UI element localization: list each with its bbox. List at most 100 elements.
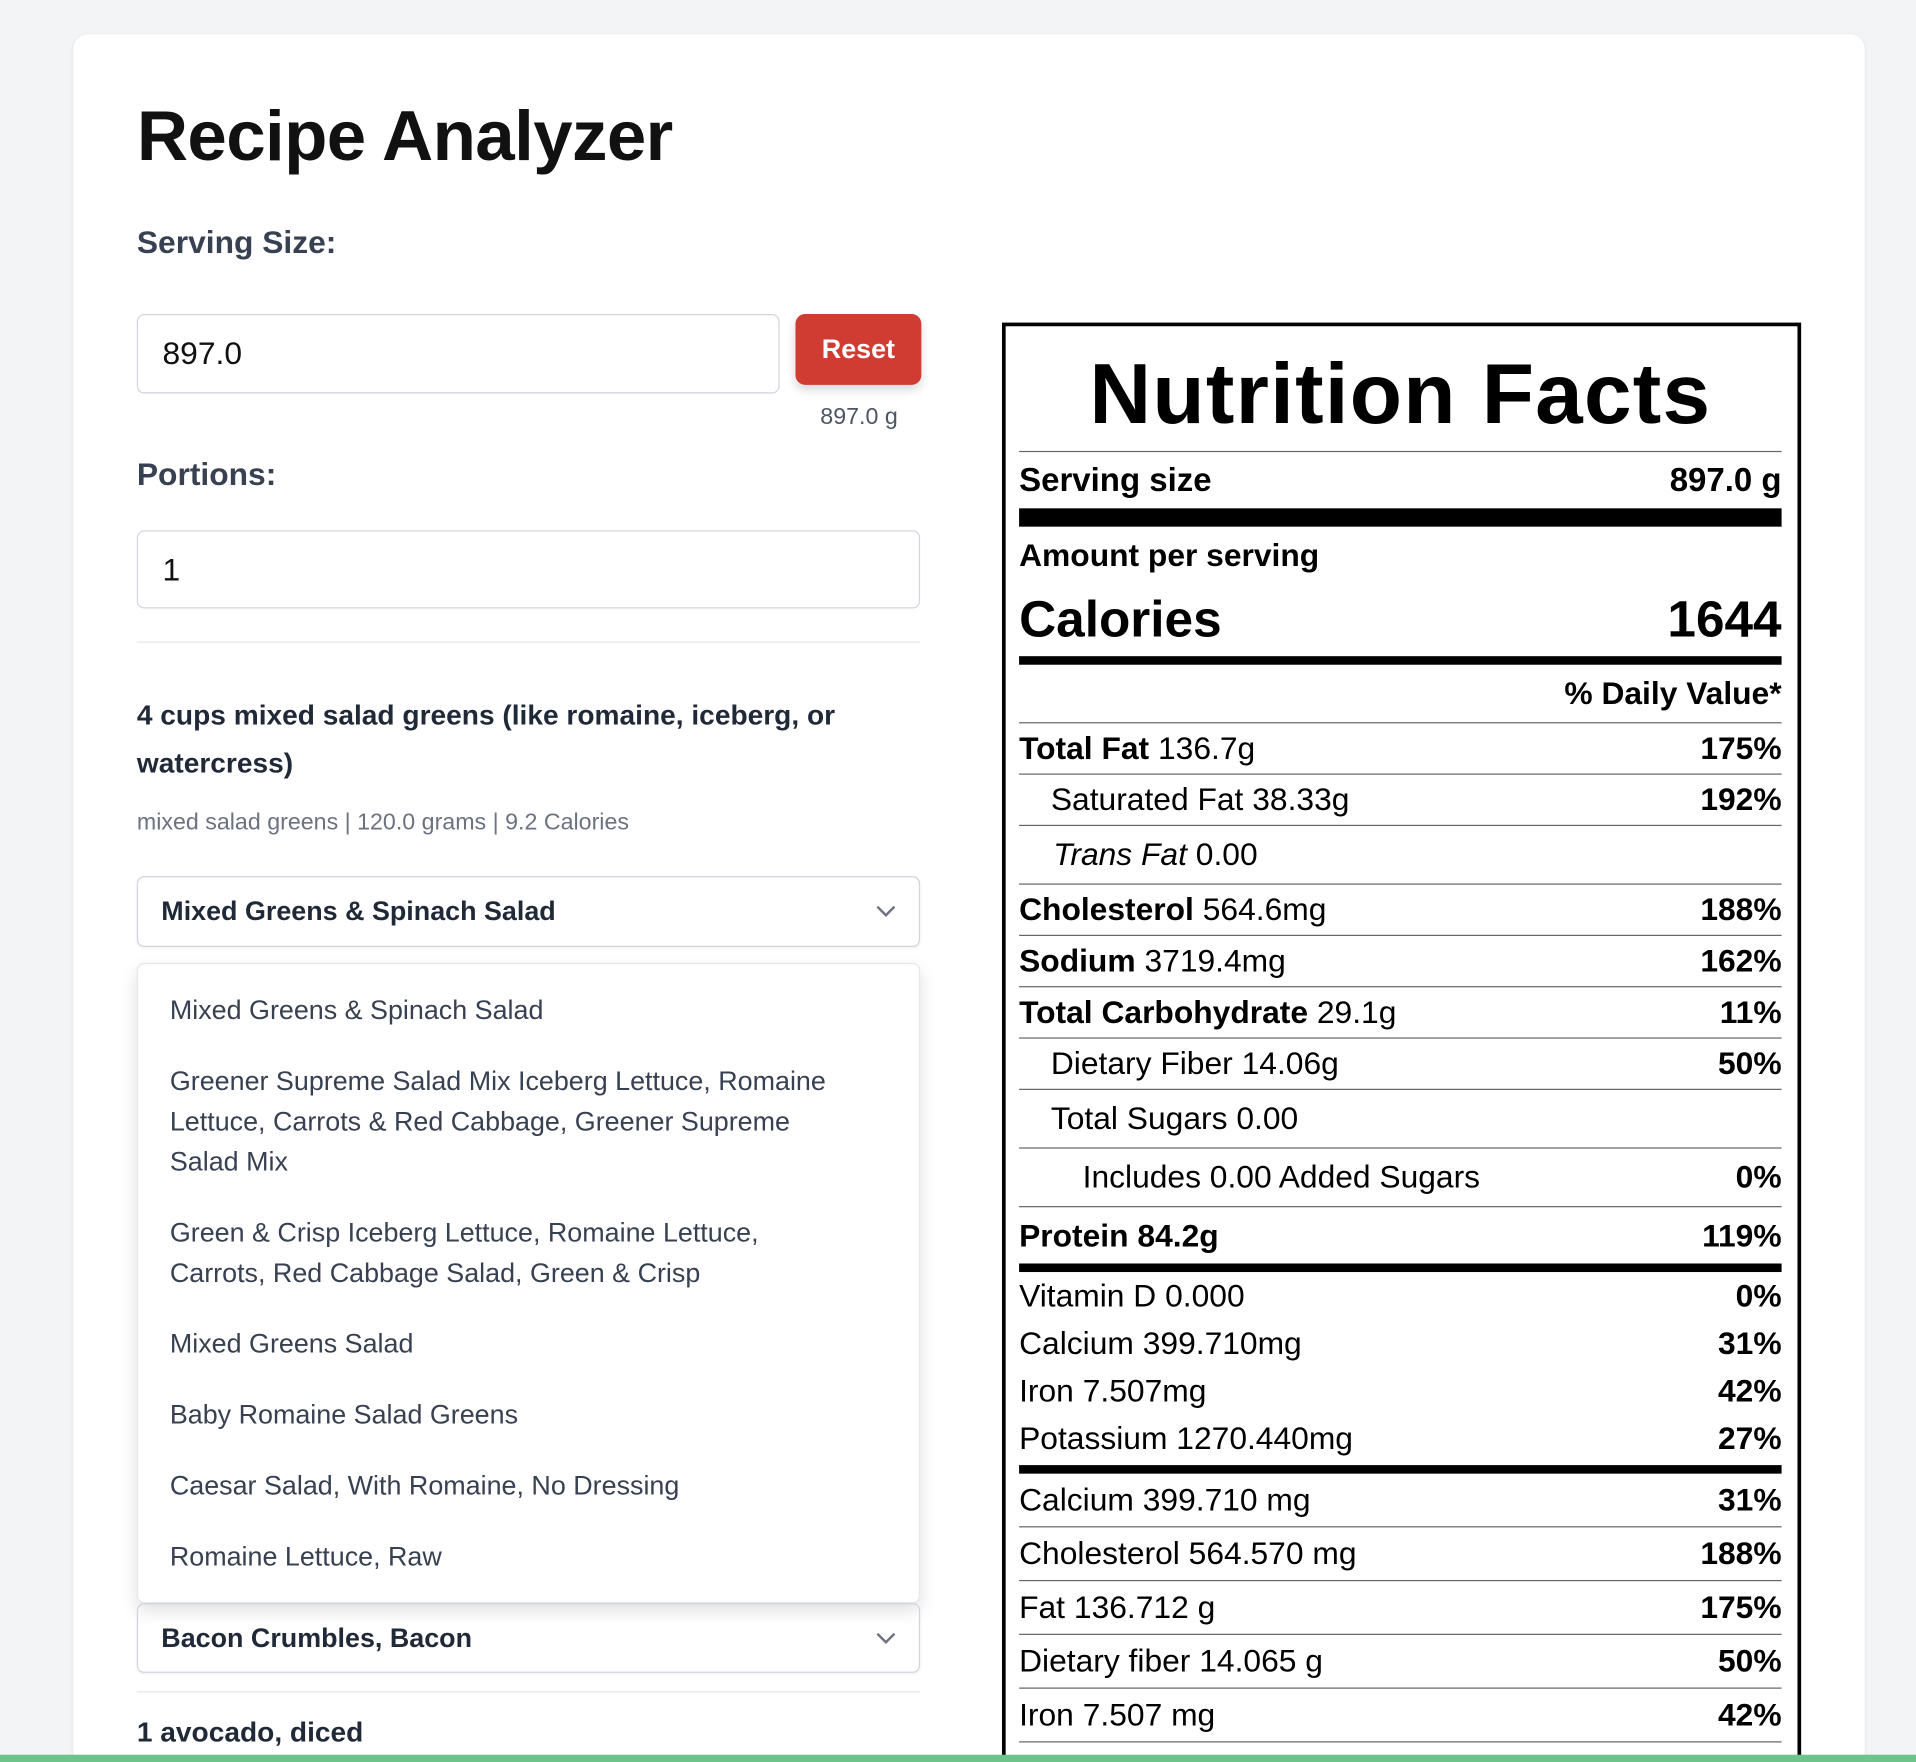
- ingredient-detail: mixed salad greens | 120.0 grams | 9.2 C…: [136, 810, 629, 836]
- nutrition-label: Nutrition Facts Serving size 897.0 g Amou…: [1001, 322, 1802, 1762]
- daily-value: 31%: [1717, 1324, 1782, 1362]
- thick-rule: [1019, 656, 1782, 665]
- dropdown-option[interactable]: Mixed Greens & Spinach Salad: [169, 994, 544, 1026]
- details: Calcium 399.710 mg 31% Cholesterol 564.570 m…: [1019, 1474, 1782, 1743]
- thick-rule: [1019, 1465, 1782, 1474]
- daily-value: 0%: [1735, 1158, 1782, 1196]
- daily-value: 175%: [1700, 1588, 1782, 1626]
- nutrient-row: Dietary Fiber 14.06g 50%: [1019, 1039, 1782, 1090]
- dropdown-option[interactable]: Green & Crisp Iceberg Lettuce, Romaine L…: [169, 1217, 759, 1288]
- nutrient-amount: 0.000: [1165, 1276, 1245, 1314]
- nutrient-row: Vitamin D 0.000 0%: [1019, 1272, 1781, 1320]
- daily-value: 27%: [1717, 1419, 1782, 1457]
- nutrient-row: Includes 0.00 Added Sugars 0%: [1019, 1149, 1782, 1208]
- thick-rule: [1019, 508, 1782, 527]
- nutrient-name: Dietary Fiber: [1050, 1044, 1233, 1082]
- daily-value: 188%: [1700, 1534, 1782, 1572]
- select-value: Mixed Greens & Spinach Salad: [161, 895, 556, 927]
- nutrient-amount: 399.710 mg: [1142, 1480, 1311, 1518]
- page-title: Recipe Analyzer: [136, 96, 673, 176]
- nutrient-row: Dietary fiber 14.065 g 50%: [1019, 1635, 1782, 1689]
- nutrient-amount: 7.507mg: [1082, 1372, 1207, 1409]
- calories-label: Calories: [1019, 590, 1222, 648]
- serving-label: Serving size: [1019, 461, 1212, 498]
- nutrient-row: Saturated Fat 38.33g 192%: [1019, 775, 1782, 827]
- serving-size-hint: 897.0 g: [820, 404, 898, 431]
- nutrient-name: Iron: [1019, 1372, 1074, 1409]
- nutrient-row: Cholesterol 564.6mg 188%: [1019, 885, 1782, 937]
- daily-value: 119%: [1702, 1216, 1782, 1254]
- nutrient-amount: 564.570 mg: [1188, 1534, 1357, 1572]
- ingredient-text: 1 avocado, diced: [136, 1715, 364, 1748]
- dv-header-row: % Daily Value*: [1019, 665, 1782, 724]
- nutrient-amount: 399.710mg: [1142, 1324, 1302, 1362]
- nutrient-amount: 564.6mg: [1202, 890, 1327, 928]
- nutrient-name: Sodium: [1019, 942, 1136, 979]
- dropdown-option[interactable]: Romaine Lettuce, Raw: [169, 1540, 442, 1572]
- dropdown-option[interactable]: Mixed Greens Salad: [169, 1328, 414, 1359]
- ingredient-select[interactable]: Mixed Greens & Spinach Salad: [136, 876, 921, 948]
- nutrient-row: Total Carbohydrate 29.1g 11%: [1019, 987, 1782, 1039]
- nutrient-row: Total Sugars 0.00: [1019, 1090, 1782, 1149]
- serving-size-label: Serving Size:: [136, 223, 337, 261]
- nutrient-name: Total Sugars: [1050, 1099, 1228, 1137]
- nutrient-name: Includes 0.00 Added Sugars: [1082, 1158, 1481, 1196]
- portions-input[interactable]: 1: [136, 530, 921, 609]
- nutrients: Total Fat 136.7g 175% Saturated Fat 38.33g 19…: [1019, 723, 1782, 1263]
- daily-value: 42%: [1717, 1696, 1782, 1733]
- nutrient-amount: 0.00: [1236, 1099, 1299, 1137]
- nutrient-name: Total Fat: [1019, 729, 1150, 767]
- nutrient-amount: 38.33g: [1252, 780, 1350, 818]
- nutrient-row: Fat 136.712 g 175%: [1019, 1581, 1782, 1635]
- nutrient-name: Calcium: [1019, 1480, 1134, 1518]
- nutrient-name: Potassium: [1019, 1419, 1168, 1457]
- nutrient-row: Iron 7.507 mg 42%: [1019, 1689, 1782, 1743]
- daily-value: 162%: [1700, 942, 1782, 979]
- ingredient-select[interactable]: Bacon Crumbles, Bacon: [136, 1603, 921, 1673]
- daily-value: 192%: [1700, 780, 1782, 818]
- daily-value: 188%: [1700, 890, 1782, 928]
- daily-value: 50%: [1717, 1642, 1782, 1679]
- serving-size-input[interactable]: 897.0: [136, 314, 780, 394]
- chevron: [876, 1632, 896, 1645]
- nutrient-amount: 0.00: [1195, 835, 1258, 873]
- dropdown-option[interactable]: Greener Supreme Salad Mix Iceberg Lettuc…: [169, 1065, 826, 1177]
- divider: [136, 1691, 921, 1693]
- chevron: [876, 905, 896, 917]
- bottom-bar: [0, 1754, 1916, 1762]
- nutrient-name: Dietary fiber: [1019, 1642, 1191, 1679]
- nutrient-amount: 136.712 g: [1073, 1588, 1216, 1626]
- dropdown-option[interactable]: Baby Romaine Salad Greens: [169, 1399, 519, 1430]
- nutrient-name: Fat: [1019, 1588, 1066, 1626]
- daily-value: 11%: [1719, 993, 1782, 1031]
- nutrient-name: Calcium: [1019, 1324, 1134, 1362]
- divider: [136, 641, 921, 643]
- daily-value: 50%: [1717, 1044, 1782, 1082]
- nutrient-name: Vitamin D: [1019, 1276, 1157, 1314]
- nutrient-amount: 136.7g: [1157, 729, 1256, 767]
- nutrient-name: Cholesterol: [1019, 890, 1194, 928]
- nutrient-name: Trans Fat: [1053, 835, 1187, 873]
- portions-label: Portions:: [136, 455, 277, 493]
- nutrient-amount: 7.507 mg: [1082, 1696, 1216, 1733]
- amount-label: Amount per serving: [1019, 535, 1320, 573]
- select-value: Bacon Crumbles, Bacon: [161, 1622, 473, 1653]
- nutrition-title: Nutrition Facts: [1089, 345, 1712, 442]
- calories-row: Calories 1644: [1019, 583, 1781, 656]
- nutrient-name: Iron: [1019, 1696, 1074, 1733]
- reset-button[interactable]: Reset: [795, 314, 922, 385]
- dropdown-menu: Mixed Greens & Spinach Salad Greener Supr…: [136, 962, 921, 1604]
- ingredient-text: 4 cups mixed salad greens (like romaine,…: [136, 698, 836, 779]
- nutrient-amount: 14.065 g: [1199, 1642, 1323, 1679]
- calories-value: 1644: [1667, 590, 1782, 648]
- nutrient-amount: 3719.4mg: [1144, 942, 1286, 979]
- dropdown-option[interactable]: Caesar Salad, With Romaine, No Dressing: [169, 1469, 680, 1501]
- nutrient-row: Trans Fat 0.00: [1019, 826, 1782, 885]
- nutrient-row: Iron 7.507mg 42%: [1019, 1367, 1781, 1415]
- nutrient-row: Sodium 3719.4mg 162%: [1019, 936, 1782, 988]
- dv-header: % Daily Value*: [1564, 674, 1782, 712]
- daily-value: 31%: [1717, 1480, 1782, 1518]
- nutrient-row: Potassium 1270.440mg 27%: [1019, 1415, 1781, 1463]
